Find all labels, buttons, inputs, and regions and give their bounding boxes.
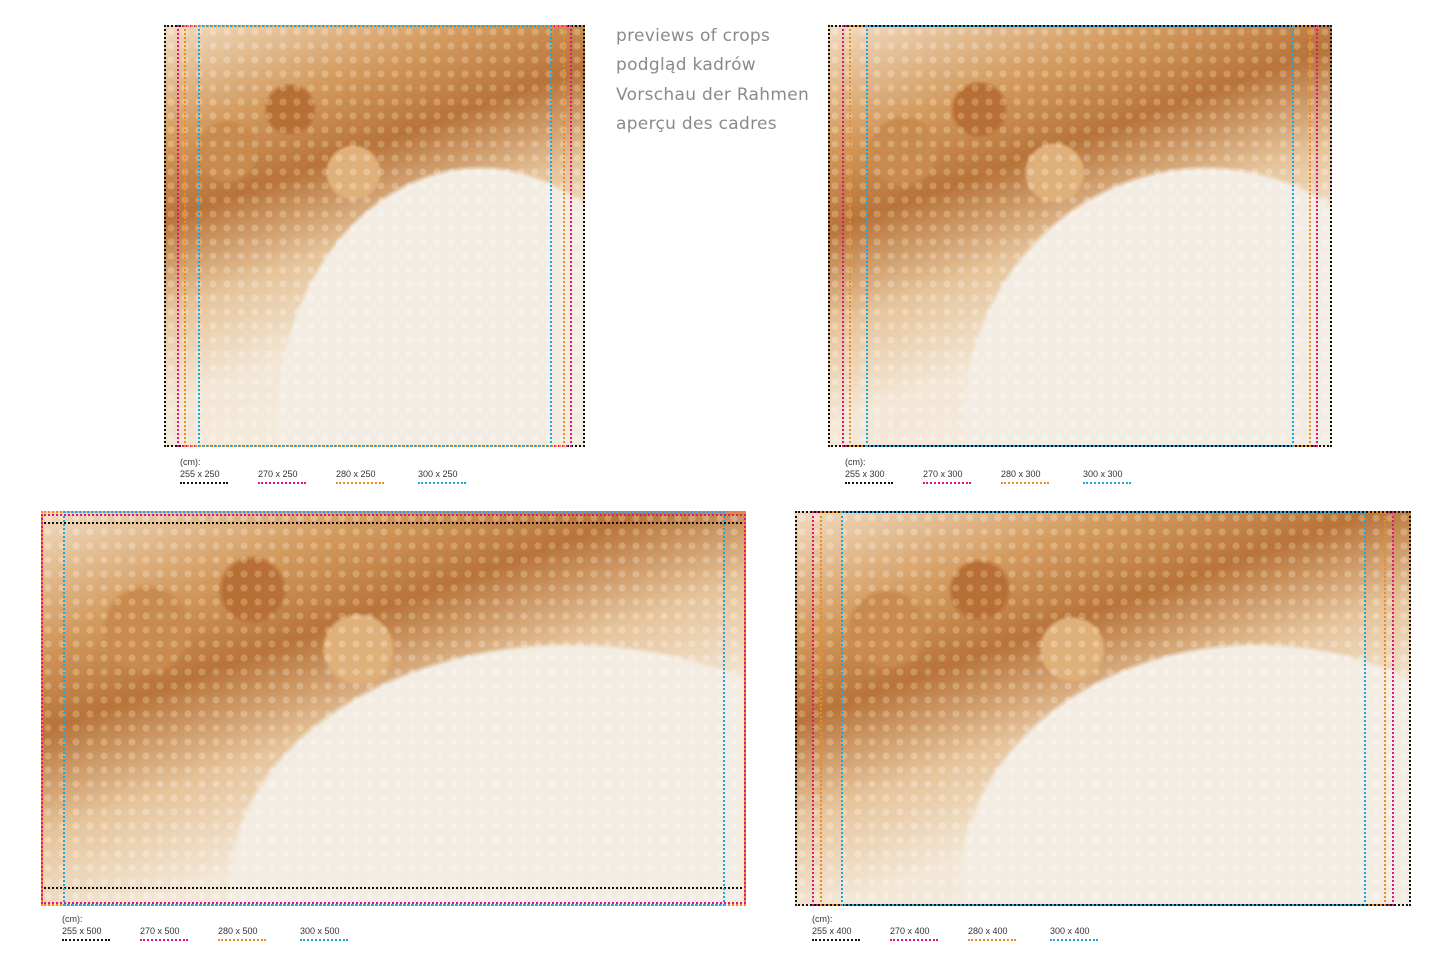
legend-item-blue: 300 x 500	[300, 926, 360, 944]
size-label: 255 x 300	[845, 469, 885, 479]
swatch-black	[845, 482, 893, 484]
legend-item-blue: 300 x 400	[1050, 926, 1110, 944]
legend-item-pink: 270 x 250	[258, 469, 318, 487]
size-label: 280 x 250	[336, 469, 376, 479]
unit-label: (cm):	[845, 457, 866, 467]
swatch-black	[180, 482, 228, 484]
swatch-pink	[923, 482, 971, 484]
size-legend: (cm): 255 x 250 270 x 250 280 x 250 300 …	[180, 457, 580, 489]
unit-label: (cm):	[812, 914, 833, 924]
artwork-image	[795, 511, 1411, 906]
unit-label: (cm):	[62, 914, 83, 924]
size-label: 280 x 300	[1001, 469, 1041, 479]
size-legend: (cm): 255 x 400 270 x 400 280 x 400 300 …	[812, 914, 1212, 946]
swatch-blue	[1050, 939, 1098, 941]
artwork-image	[164, 25, 585, 447]
legend-item-blue: 300 x 300	[1083, 469, 1143, 487]
size-label: 300 x 300	[1083, 469, 1123, 479]
heading-line-en: previews of crops	[616, 26, 771, 46]
legend-item-orange: 280 x 300	[1001, 469, 1061, 487]
frame-blue	[63, 511, 725, 906]
size-label: 255 x 250	[180, 469, 220, 479]
swatch-blue	[300, 939, 348, 941]
size-label: 280 x 400	[968, 926, 1008, 936]
size-legend: (cm): 255 x 300 270 x 300 280 x 300 300 …	[845, 457, 1245, 489]
legend-item-orange: 280 x 400	[968, 926, 1028, 944]
size-label: 270 x 500	[140, 926, 180, 936]
size-label: 280 x 500	[218, 926, 258, 936]
swatch-orange	[968, 939, 1016, 941]
size-label: 300 x 400	[1050, 926, 1090, 936]
swatch-pink	[890, 939, 938, 941]
legend-item-black: 255 x 250	[180, 469, 240, 487]
frame-blue	[841, 511, 1366, 906]
frame-blue	[198, 25, 552, 447]
legend-item-orange: 280 x 250	[336, 469, 396, 487]
legend-item-pink: 270 x 400	[890, 926, 950, 944]
legend-item-black: 255 x 500	[62, 926, 122, 944]
size-label: 270 x 300	[923, 469, 963, 479]
heading-line-pl: podgląd kadrów	[616, 55, 756, 75]
legend-item-pink: 270 x 300	[923, 469, 983, 487]
swatch-blue	[1083, 482, 1131, 484]
artwork-image	[41, 511, 746, 906]
size-label: 255 x 400	[812, 926, 852, 936]
swatch-black	[62, 939, 110, 941]
legend-item-black: 255 x 300	[845, 469, 905, 487]
size-label: 270 x 400	[890, 926, 930, 936]
swatch-pink	[140, 939, 188, 941]
swatch-orange	[1001, 482, 1049, 484]
frame-blue	[866, 25, 1294, 447]
heading-line-fr: aperçu des cadres	[616, 114, 777, 134]
swatch-orange	[218, 939, 266, 941]
size-label: 300 x 500	[300, 926, 340, 936]
size-label: 255 x 500	[62, 926, 102, 936]
unit-label: (cm):	[180, 457, 201, 467]
legend-item-orange: 280 x 500	[218, 926, 278, 944]
artwork-image	[828, 25, 1332, 447]
legend-item-black: 255 x 400	[812, 926, 872, 944]
legend-item-pink: 270 x 500	[140, 926, 200, 944]
swatch-black	[812, 939, 860, 941]
swatch-pink	[258, 482, 306, 484]
legend-item-blue: 300 x 250	[418, 469, 478, 487]
heading-line-de: Vorschau der Rahmen	[616, 85, 810, 105]
size-label: 300 x 250	[418, 469, 458, 479]
size-label: 270 x 250	[258, 469, 298, 479]
size-legend: (cm): 255 x 500 270 x 500 280 x 500 300 …	[62, 914, 462, 946]
swatch-blue	[418, 482, 466, 484]
swatch-orange	[336, 482, 384, 484]
